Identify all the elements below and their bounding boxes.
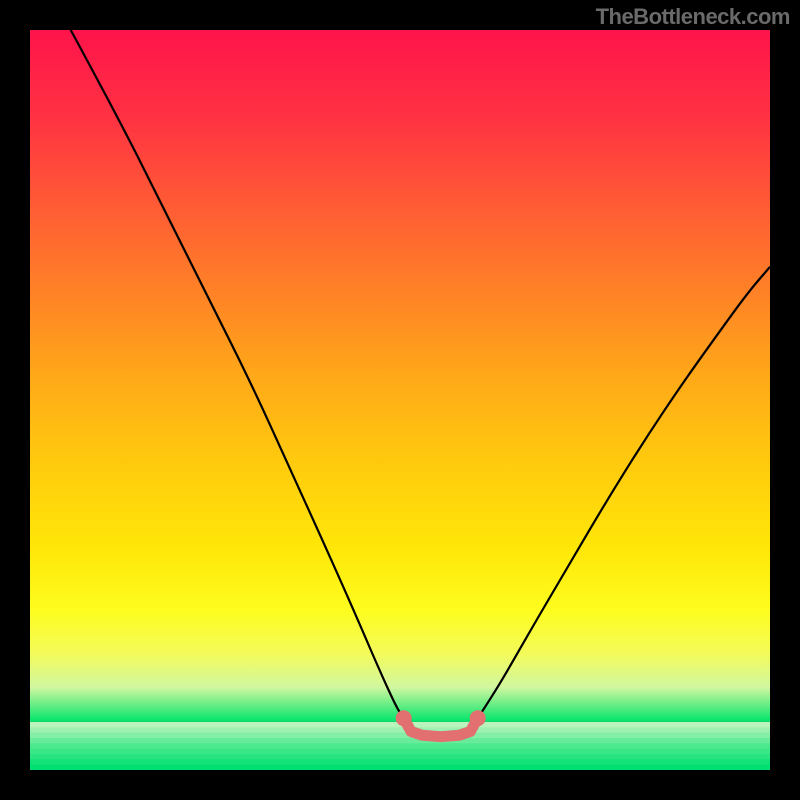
chart-background-gradient	[30, 30, 770, 722]
bottleneck-chart	[30, 30, 770, 770]
chart-green-band	[30, 722, 770, 770]
watermark-text: TheBottleneck.com	[596, 4, 790, 30]
chart-svg	[30, 30, 770, 770]
